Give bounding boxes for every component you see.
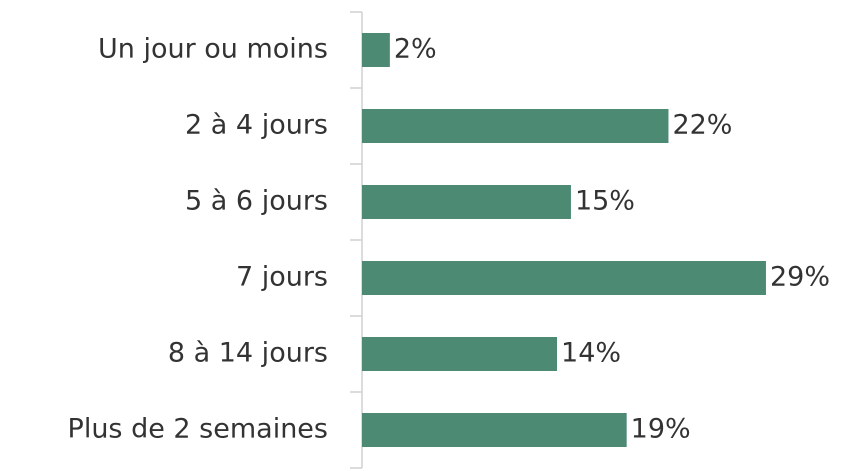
- category-label: 7 jours: [236, 262, 328, 293]
- data-label: 22%: [672, 110, 732, 141]
- bar: [362, 185, 571, 219]
- category-label: Un jour ou moins: [98, 34, 328, 65]
- data-label: 19%: [631, 414, 691, 445]
- data-label: 2%: [394, 34, 437, 65]
- category-label: 8 à 14 jours: [168, 338, 328, 369]
- data-label: 15%: [575, 186, 635, 217]
- bar: [362, 413, 627, 447]
- bar: [362, 261, 766, 295]
- category-label: Plus de 2 semaines: [68, 414, 328, 445]
- bar: [362, 337, 558, 371]
- bar: [362, 33, 390, 67]
- bar: [362, 109, 669, 143]
- data-label: 29%: [770, 262, 830, 293]
- category-label: 2 à 4 jours: [185, 110, 328, 141]
- data-label: 14%: [561, 338, 621, 369]
- category-label: 5 à 6 jours: [185, 186, 328, 217]
